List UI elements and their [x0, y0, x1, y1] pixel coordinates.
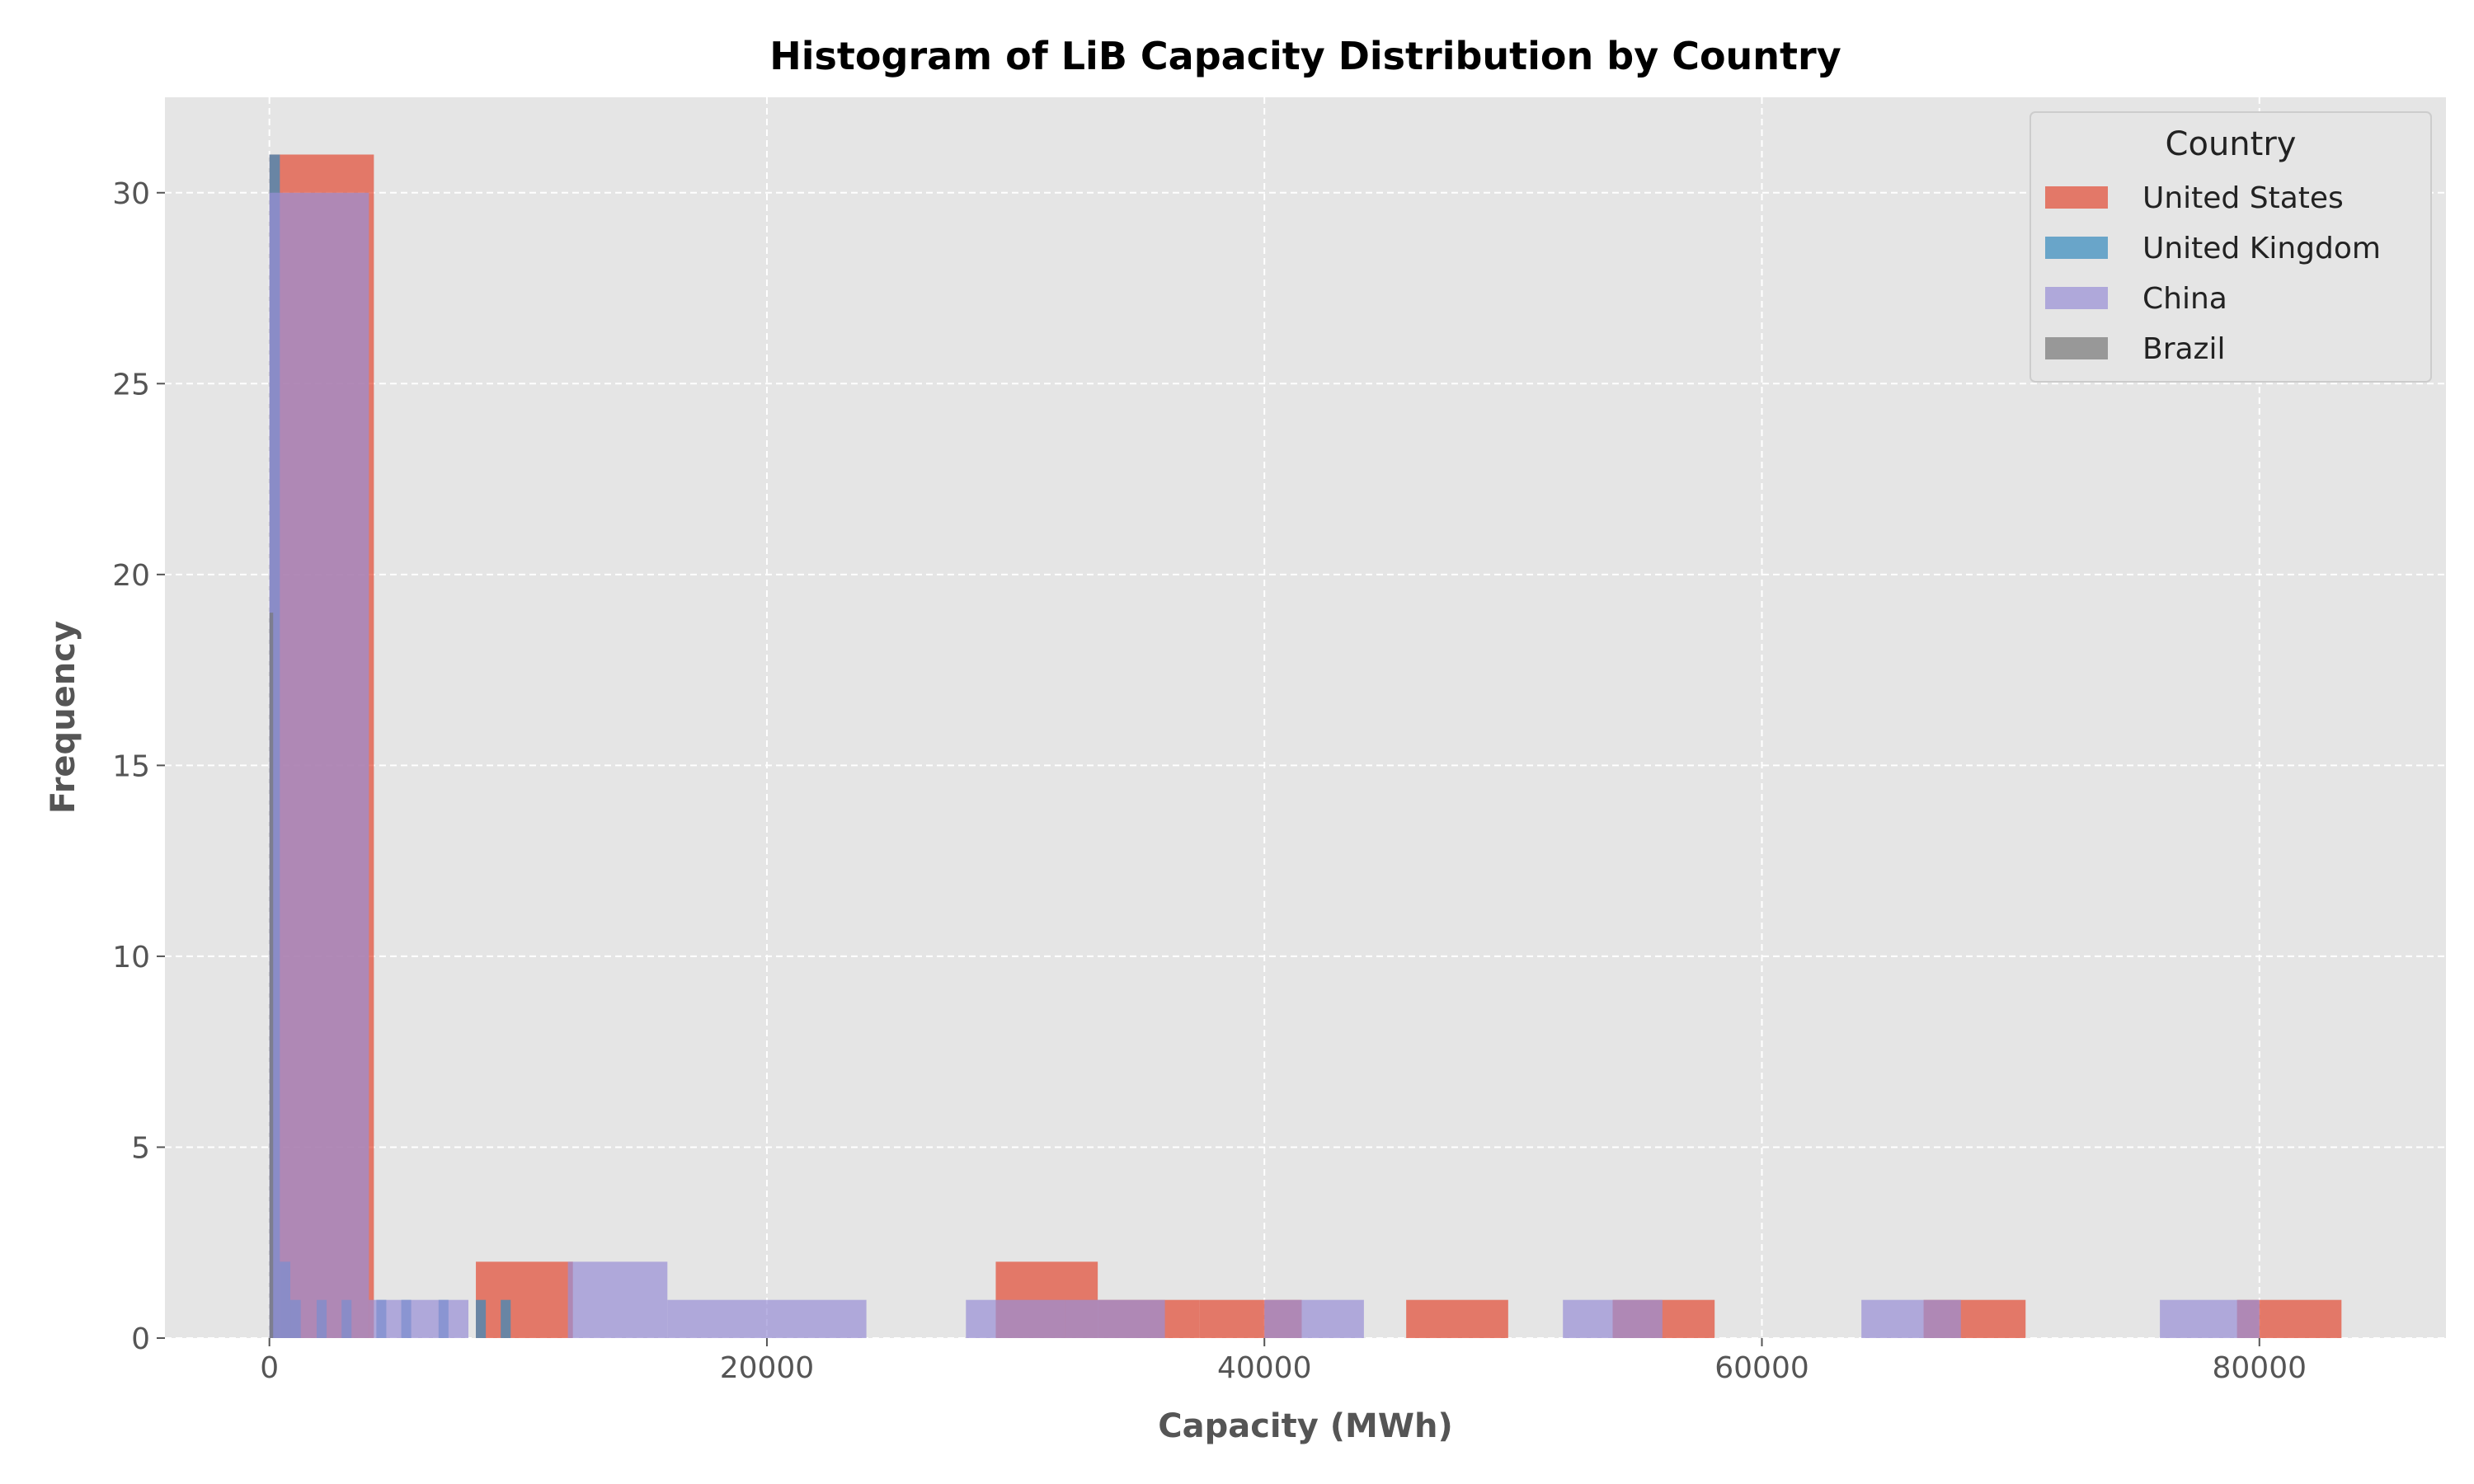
y-tick-label: 20	[112, 559, 150, 593]
legend-label: United States	[2142, 181, 2344, 215]
legend-label: Brazil	[2142, 332, 2225, 366]
legend-label: United Kingdom	[2142, 232, 2381, 265]
legend-swatch	[2045, 237, 2108, 259]
histogram-bar	[369, 1299, 468, 1338]
x-axis-label: Capacity (MWh)	[1158, 1407, 1452, 1445]
series-china	[269, 192, 2260, 1338]
y-axis-label: Frequency	[45, 621, 82, 814]
y-tick-label: 30	[112, 177, 150, 211]
histogram-bar	[1861, 1299, 1961, 1338]
legend-box	[2030, 111, 2432, 383]
legend-swatch	[2045, 337, 2108, 359]
y-tick-label: 10	[112, 941, 150, 974]
x-axis-ticks: 0 20000 40000 60000 80000	[260, 1338, 2307, 1385]
x-tick-label: 80000	[2213, 1351, 2307, 1385]
series-brazil	[269, 613, 274, 1338]
histogram-bar	[1406, 1299, 1508, 1338]
legend: Country United States United Kingdom China…	[2030, 111, 2432, 383]
histogram-bar	[766, 1299, 867, 1338]
histogram-bar	[269, 613, 274, 1338]
histogram-bar	[476, 1299, 487, 1338]
histogram-bar	[2160, 1299, 2260, 1338]
histogram-bar	[1065, 1299, 1165, 1338]
x-tick-label: 40000	[1217, 1351, 1312, 1385]
legend-title: Country	[2166, 125, 2297, 163]
histogram-bar	[966, 1299, 1065, 1338]
histogram-bar	[1264, 1299, 1364, 1338]
histogram-bars	[269, 154, 2342, 1338]
histogram-bar	[667, 1299, 767, 1338]
y-tick-label: 15	[112, 749, 150, 783]
x-tick-label: 60000	[1714, 1351, 1809, 1385]
y-tick-label: 0	[131, 1322, 150, 1356]
chart-title: Histogram of LiB Capacity Distribution b…	[769, 34, 1841, 78]
histogram-bar	[476, 1261, 573, 1338]
x-tick-label: 0	[260, 1351, 279, 1385]
histogram-bar	[567, 1261, 668, 1338]
y-tick-label: 5	[131, 1131, 150, 1165]
histogram-bar	[501, 1299, 511, 1338]
x-tick-label: 20000	[720, 1351, 815, 1385]
histogram-bar	[1563, 1299, 1663, 1338]
legend-swatch	[2045, 186, 2108, 209]
histogram-bar	[269, 192, 369, 1338]
legend-items: United States United Kingdom China Brazil	[2045, 181, 2381, 366]
legend-swatch	[2045, 287, 2108, 309]
legend-label: China	[2142, 282, 2227, 316]
y-tick-label: 25	[112, 368, 150, 402]
y-axis-ticks: 0 5 10 15 20 25 30	[112, 177, 165, 1356]
